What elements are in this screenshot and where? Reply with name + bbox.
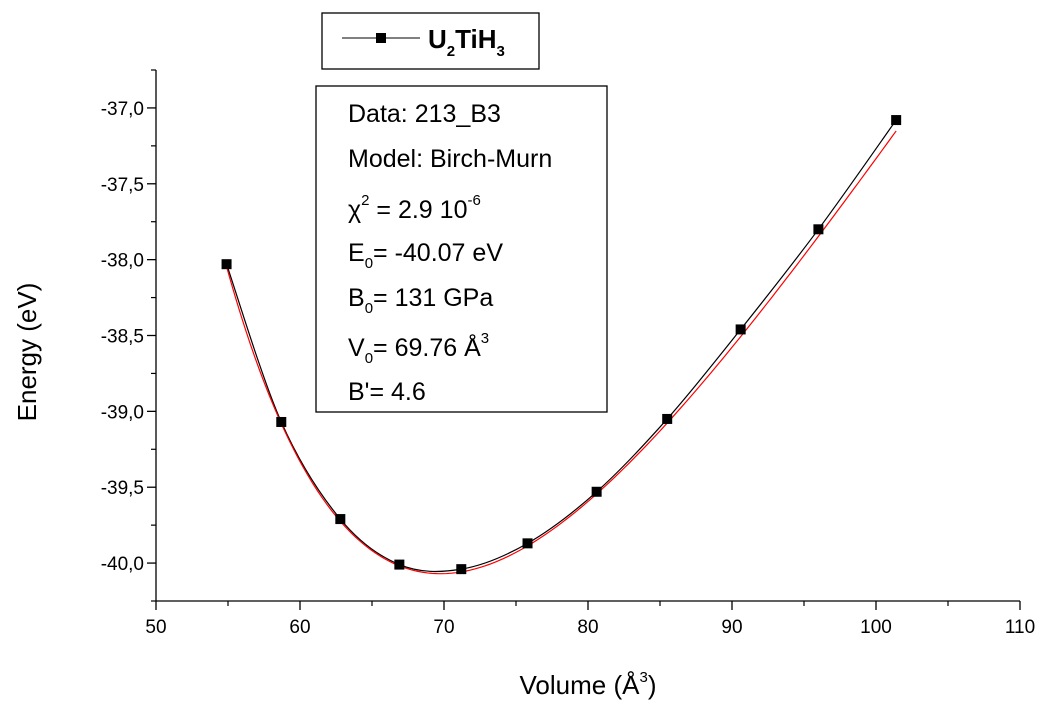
legend: U2TiH3 <box>322 13 539 69</box>
x-tick-label: 50 <box>145 617 166 638</box>
y-tick-label: -38,0 <box>101 251 144 272</box>
x-axis-title: Volume (Å3) <box>520 669 657 700</box>
data-point-marker <box>222 259 232 269</box>
data-point-marker <box>335 514 345 524</box>
data-point-marker <box>592 487 602 497</box>
y-tick-label: -39,0 <box>101 402 144 423</box>
fit-annotation: Data: 213_B3 Model: Birch-Murn χ2 = 2.9 … <box>316 86 607 412</box>
annotation-model-line: Model: Birch-Murn <box>348 145 552 173</box>
y-tick-label: -37,5 <box>101 175 144 196</box>
y-tick-label: -38,5 <box>101 327 144 348</box>
legend-marker-sample <box>376 33 386 43</box>
data-point-marker <box>276 417 286 427</box>
x-tick-label: 80 <box>577 617 598 638</box>
y-tick-label: -40,0 <box>101 554 144 575</box>
data-point-marker <box>523 538 533 548</box>
x-tick-label: 60 <box>289 617 310 638</box>
x-tick-label: 100 <box>860 617 892 638</box>
x-tick-label: 70 <box>433 617 454 638</box>
data-point-marker <box>456 564 466 574</box>
data-point-marker <box>891 115 901 125</box>
y-ticks: -40,0 -39,5 -39,0 -38,5 -38,0 -37,5 -37,0 <box>101 70 156 601</box>
y-axis-title: Energy (eV) <box>12 283 42 422</box>
x-tick-label: 90 <box>721 617 742 638</box>
x-ticks: 50 60 70 80 90 100 110 <box>145 601 1035 638</box>
data-point-marker <box>813 224 823 234</box>
data-point-marker <box>736 324 746 334</box>
data-point-marker <box>662 414 672 424</box>
annotation-bprime-line: B'= 4.6 <box>348 378 426 406</box>
y-tick-label: -37,0 <box>101 99 144 120</box>
y-tick-label: -39,5 <box>101 478 144 499</box>
annotation-data-line: Data: 213_B3 <box>348 100 501 128</box>
data-point-marker <box>394 560 404 570</box>
x-tick-label: 110 <box>1005 617 1035 638</box>
